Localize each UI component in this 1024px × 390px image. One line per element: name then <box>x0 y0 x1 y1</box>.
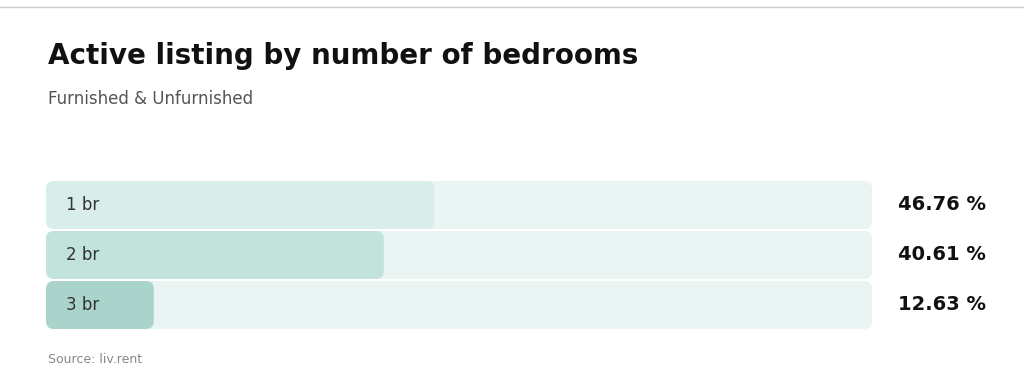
FancyBboxPatch shape <box>46 281 154 329</box>
FancyBboxPatch shape <box>46 281 872 329</box>
Text: Source: liv.rent: Source: liv.rent <box>48 353 142 366</box>
Text: 46.76 %: 46.76 % <box>898 195 986 214</box>
Text: 40.61 %: 40.61 % <box>898 245 986 264</box>
Text: 1 br: 1 br <box>66 196 99 214</box>
FancyBboxPatch shape <box>46 181 434 229</box>
Text: 2 br: 2 br <box>66 246 99 264</box>
FancyBboxPatch shape <box>46 231 872 279</box>
FancyBboxPatch shape <box>46 231 384 279</box>
Text: Furnished & Unfurnished: Furnished & Unfurnished <box>48 90 253 108</box>
FancyBboxPatch shape <box>46 181 872 229</box>
Text: 3 br: 3 br <box>66 296 99 314</box>
Text: Active listing by number of bedrooms: Active listing by number of bedrooms <box>48 42 638 70</box>
Text: 12.63 %: 12.63 % <box>898 296 986 314</box>
